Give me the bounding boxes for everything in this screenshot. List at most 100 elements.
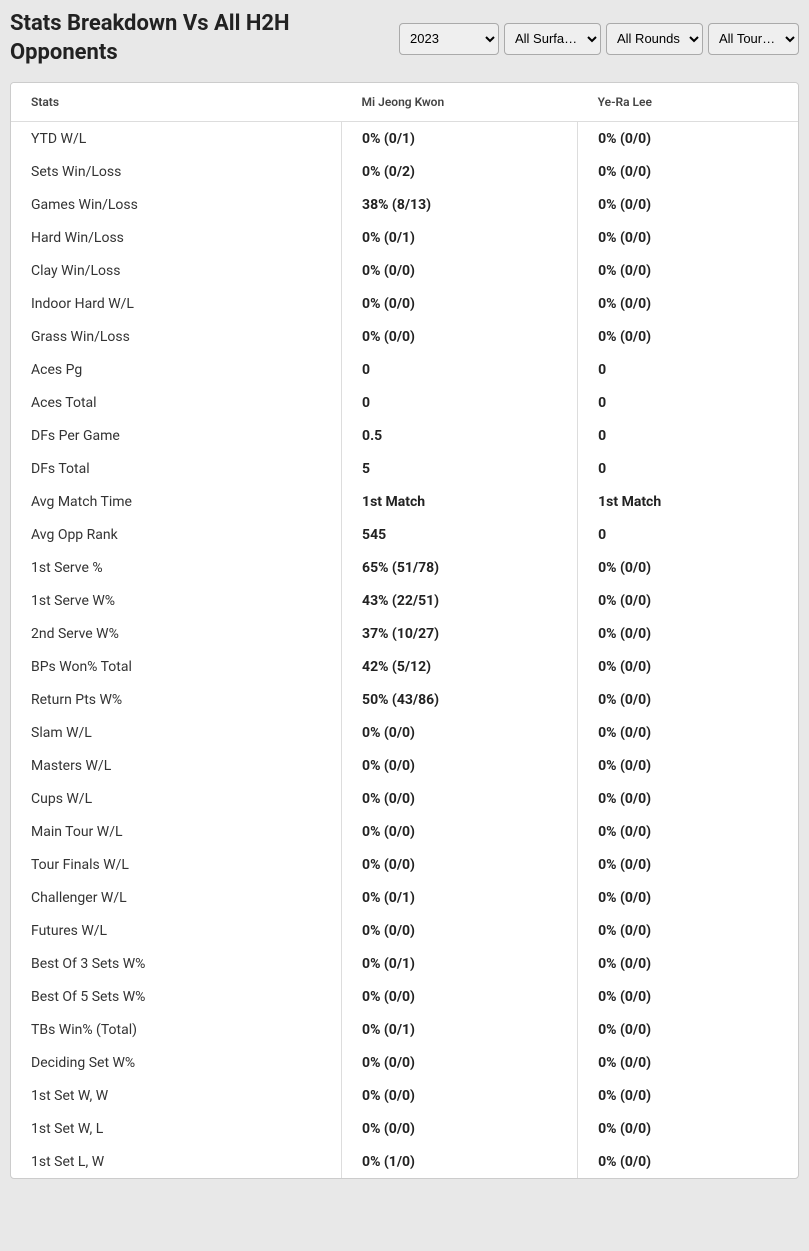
stats-table: Stats Mi Jeong Kwon Ye-Ra Lee YTD W/L0% … — [11, 83, 798, 1178]
stat-value-player2: 0% (0/0) — [578, 584, 798, 617]
stat-value-player2: 0% (0/0) — [578, 1013, 798, 1046]
stat-value-player2: 0 — [578, 419, 798, 452]
stat-label: Futures W/L — [11, 914, 342, 947]
stat-label: BPs Won% Total — [11, 650, 342, 683]
stat-value-player1: 0% (0/1) — [342, 122, 578, 156]
stat-value-player1: 38% (8/13) — [342, 188, 578, 221]
stat-value-player2: 0% (0/0) — [578, 716, 798, 749]
stat-value-player1: 0% (0/1) — [342, 881, 578, 914]
stat-label: Hard Win/Loss — [11, 221, 342, 254]
stat-value-player1: 0% (0/0) — [342, 1046, 578, 1079]
stat-value-player2: 0 — [578, 353, 798, 386]
table-row: Avg Match Time1st Match1st Match — [11, 485, 798, 518]
stat-value-player2: 0% (0/0) — [578, 155, 798, 188]
table-row: Deciding Set W%0% (0/0)0% (0/0) — [11, 1046, 798, 1079]
tour-filter[interactable]: All Tour… — [708, 23, 799, 55]
header: Stats Breakdown Vs All H2H Opponents 202… — [0, 0, 809, 77]
table-row: DFs Total50 — [11, 452, 798, 485]
stat-value-player2: 0% (0/0) — [578, 914, 798, 947]
stat-value-player2: 0% (0/0) — [578, 254, 798, 287]
filters: 2023 All Surfa… All Rounds All Tour… — [399, 23, 799, 55]
stat-value-player2: 0% (0/0) — [578, 980, 798, 1013]
stat-label: Avg Match Time — [11, 485, 342, 518]
table-row: Tour Finals W/L0% (0/0)0% (0/0) — [11, 848, 798, 881]
stat-value-player2: 0 — [578, 386, 798, 419]
table-row: TBs Win% (Total)0% (0/1)0% (0/0) — [11, 1013, 798, 1046]
table-row: Sets Win/Loss0% (0/2)0% (0/0) — [11, 155, 798, 188]
stat-label: YTD W/L — [11, 122, 342, 156]
stat-value-player2: 0% (0/0) — [578, 287, 798, 320]
stat-value-player1: 1st Match — [342, 485, 578, 518]
stat-value-player2: 0% (0/0) — [578, 749, 798, 782]
stat-value-player1: 0% (0/0) — [342, 782, 578, 815]
year-filter[interactable]: 2023 — [399, 23, 499, 55]
stat-label: Masters W/L — [11, 749, 342, 782]
stat-value-player2: 0% (0/0) — [578, 1079, 798, 1112]
stat-value-player1: 0% (0/0) — [342, 320, 578, 353]
stat-value-player1: 37% (10/27) — [342, 617, 578, 650]
stat-value-player1: 0% (0/0) — [342, 914, 578, 947]
surface-filter[interactable]: All Surfa… — [504, 23, 601, 55]
stat-value-player2: 0% (0/0) — [578, 122, 798, 156]
stat-value-player2: 0% (0/0) — [578, 617, 798, 650]
table-row: Grass Win/Loss0% (0/0)0% (0/0) — [11, 320, 798, 353]
stat-label: 1st Set W, W — [11, 1079, 342, 1112]
table-row: 1st Set W, L0% (0/0)0% (0/0) — [11, 1112, 798, 1145]
stat-label: Aces Total — [11, 386, 342, 419]
stat-label: Sets Win/Loss — [11, 155, 342, 188]
stat-value-player1: 5 — [342, 452, 578, 485]
stat-value-player2: 0% (0/0) — [578, 1112, 798, 1145]
stat-value-player2: 0% (0/0) — [578, 551, 798, 584]
table-row: 1st Set L, W0% (1/0)0% (0/0) — [11, 1145, 798, 1178]
stat-value-player2: 0% (0/0) — [578, 815, 798, 848]
table-row: Aces Total00 — [11, 386, 798, 419]
stat-value-player1: 50% (43/86) — [342, 683, 578, 716]
table-row: 1st Serve %65% (51/78)0% (0/0) — [11, 551, 798, 584]
table-row: Avg Opp Rank5450 — [11, 518, 798, 551]
stat-label: Return Pts W% — [11, 683, 342, 716]
table-row: 1st Set W, W0% (0/0)0% (0/0) — [11, 1079, 798, 1112]
stat-value-player2: 0% (0/0) — [578, 947, 798, 980]
stat-value-player1: 0% (0/1) — [342, 1013, 578, 1046]
stat-value-player2: 0% (0/0) — [578, 782, 798, 815]
page-title: Stats Breakdown Vs All H2H Opponents — [10, 10, 389, 67]
stat-value-player2: 0% (0/0) — [578, 221, 798, 254]
table-row: 1st Serve W%43% (22/51)0% (0/0) — [11, 584, 798, 617]
stat-label: TBs Win% (Total) — [11, 1013, 342, 1046]
stat-value-player1: 65% (51/78) — [342, 551, 578, 584]
stat-value-player1: 0% (0/1) — [342, 221, 578, 254]
stat-value-player2: 0 — [578, 518, 798, 551]
stats-table-container: Stats Mi Jeong Kwon Ye-Ra Lee YTD W/L0% … — [10, 82, 799, 1179]
stat-label: Games Win/Loss — [11, 188, 342, 221]
stat-label: 1st Set L, W — [11, 1145, 342, 1178]
col-player2: Ye-Ra Lee — [578, 83, 798, 122]
round-filter[interactable]: All Rounds — [606, 23, 703, 55]
table-row: Best Of 5 Sets W%0% (0/0)0% (0/0) — [11, 980, 798, 1013]
stat-value-player1: 0 — [342, 386, 578, 419]
table-header-row: Stats Mi Jeong Kwon Ye-Ra Lee — [11, 83, 798, 122]
stat-value-player1: 0.5 — [342, 419, 578, 452]
stat-value-player2: 0% (0/0) — [578, 1046, 798, 1079]
stat-value-player2: 0% (0/0) — [578, 683, 798, 716]
stat-value-player1: 0% (0/0) — [342, 815, 578, 848]
table-row: Futures W/L0% (0/0)0% (0/0) — [11, 914, 798, 947]
stat-label: Avg Opp Rank — [11, 518, 342, 551]
table-row: Masters W/L0% (0/0)0% (0/0) — [11, 749, 798, 782]
stat-value-player1: 0% (0/0) — [342, 848, 578, 881]
stat-value-player1: 0% (0/0) — [342, 1079, 578, 1112]
stat-value-player1: 0% (0/0) — [342, 287, 578, 320]
table-row: Indoor Hard W/L0% (0/0)0% (0/0) — [11, 287, 798, 320]
stat-label: Grass Win/Loss — [11, 320, 342, 353]
stat-label: Best Of 5 Sets W% — [11, 980, 342, 1013]
table-row: 2nd Serve W%37% (10/27)0% (0/0) — [11, 617, 798, 650]
table-row: Cups W/L0% (0/0)0% (0/0) — [11, 782, 798, 815]
stat-value-player2: 0% (0/0) — [578, 188, 798, 221]
stat-value-player1: 545 — [342, 518, 578, 551]
stat-value-player1: 0% (0/2) — [342, 155, 578, 188]
stat-value-player1: 0% (0/0) — [342, 980, 578, 1013]
stat-value-player1: 42% (5/12) — [342, 650, 578, 683]
stat-label: Cups W/L — [11, 782, 342, 815]
stat-label: Aces Pg — [11, 353, 342, 386]
stat-label: Best Of 3 Sets W% — [11, 947, 342, 980]
stat-label: DFs Total — [11, 452, 342, 485]
